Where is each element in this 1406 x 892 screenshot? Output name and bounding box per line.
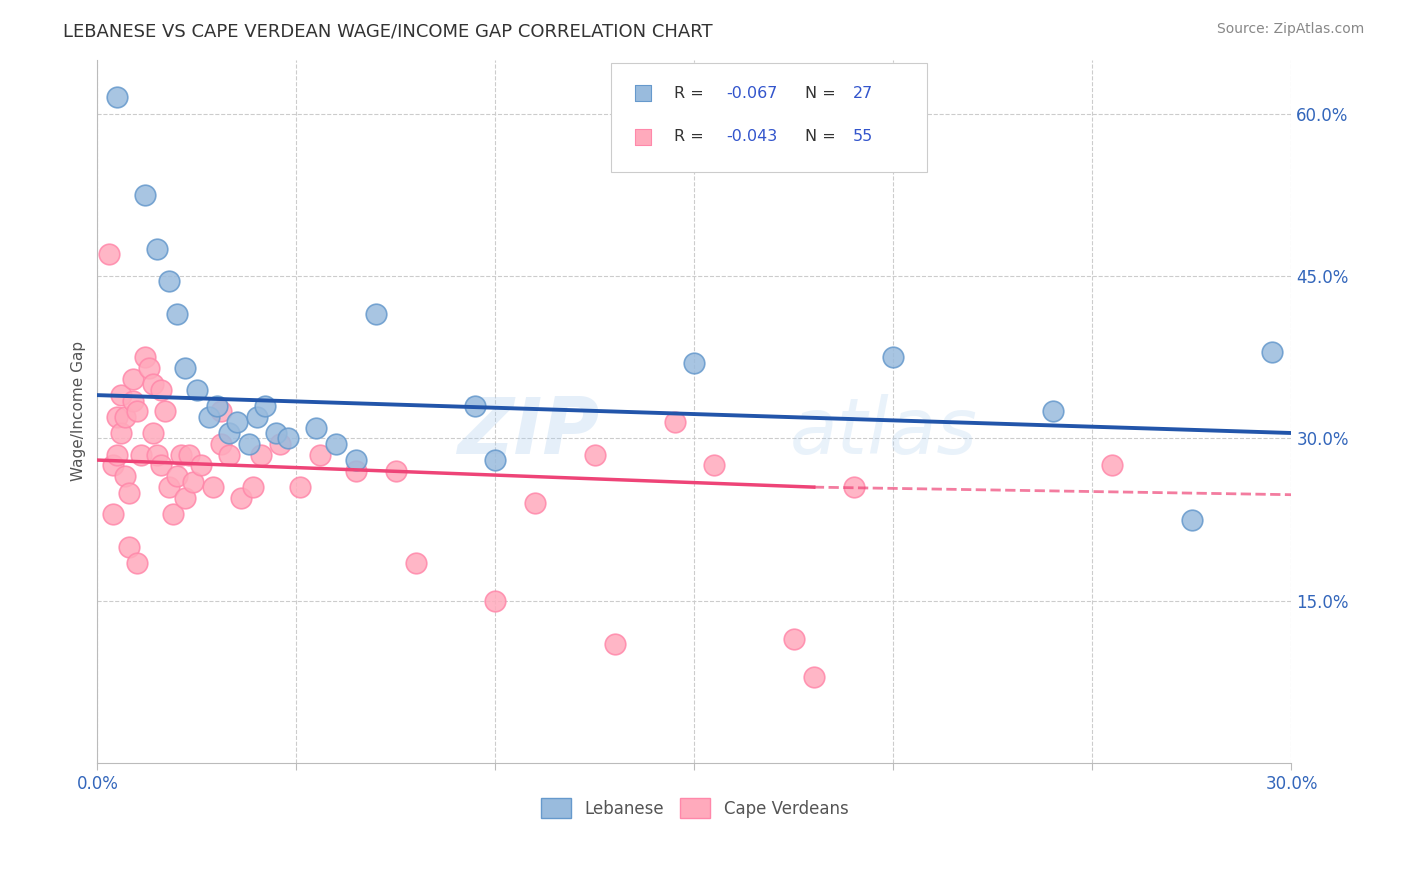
Point — [385, 464, 408, 478]
Point — [170, 448, 193, 462]
Point — [803, 669, 825, 683]
Text: 27: 27 — [853, 86, 873, 101]
Point — [309, 448, 332, 462]
Point — [266, 425, 288, 440]
Point — [138, 361, 160, 376]
Text: LEBANESE VS CAPE VERDEAN WAGE/INCOME GAP CORRELATION CHART: LEBANESE VS CAPE VERDEAN WAGE/INCOME GAP… — [63, 22, 713, 40]
Point — [344, 453, 367, 467]
Text: N =: N = — [806, 129, 841, 145]
Point — [110, 425, 132, 440]
Point — [249, 448, 271, 462]
FancyBboxPatch shape — [610, 63, 927, 172]
Point — [269, 437, 291, 451]
Point — [484, 594, 506, 608]
Point — [181, 475, 204, 489]
Point — [110, 388, 132, 402]
Text: Source: ZipAtlas.com: Source: ZipAtlas.com — [1216, 22, 1364, 37]
Point — [114, 469, 136, 483]
Point — [153, 404, 176, 418]
Point — [218, 448, 240, 462]
Point — [1260, 344, 1282, 359]
Point — [209, 404, 232, 418]
Point — [1181, 513, 1204, 527]
Point — [146, 242, 169, 256]
Point — [157, 275, 180, 289]
Point — [703, 458, 725, 473]
Point — [405, 556, 427, 570]
Point — [882, 351, 904, 365]
Point — [150, 458, 173, 473]
Text: atlas: atlas — [790, 394, 977, 470]
Point — [98, 247, 121, 261]
Point — [118, 485, 141, 500]
Point — [105, 448, 128, 462]
Y-axis label: Wage/Income Gap: Wage/Income Gap — [72, 342, 86, 482]
Point — [201, 480, 224, 494]
Point — [524, 496, 547, 510]
Point — [344, 464, 367, 478]
Point — [277, 432, 299, 446]
Point — [583, 448, 606, 462]
Point — [177, 448, 200, 462]
Point — [1101, 458, 1123, 473]
Text: R =: R = — [673, 129, 709, 145]
Text: 55: 55 — [853, 129, 873, 145]
Point — [166, 469, 188, 483]
Point — [150, 383, 173, 397]
Point — [205, 399, 228, 413]
Point — [683, 356, 706, 370]
Point — [122, 372, 145, 386]
Point — [1042, 404, 1064, 418]
Point — [484, 453, 506, 467]
Point — [105, 90, 128, 104]
Point — [174, 361, 197, 376]
Point — [783, 632, 806, 646]
Point — [134, 187, 156, 202]
Point — [238, 437, 260, 451]
Point — [842, 480, 865, 494]
Point — [209, 437, 232, 451]
Point — [218, 425, 240, 440]
Point — [325, 437, 347, 451]
Point — [122, 393, 145, 408]
Point — [134, 351, 156, 365]
Point — [603, 637, 626, 651]
Point — [127, 404, 149, 418]
Point — [142, 425, 165, 440]
Point — [464, 399, 486, 413]
Point — [162, 507, 184, 521]
Point — [245, 409, 267, 424]
Text: N =: N = — [806, 86, 841, 101]
Point — [142, 377, 165, 392]
Point — [127, 556, 149, 570]
Point — [198, 409, 221, 424]
Text: -0.067: -0.067 — [727, 86, 778, 101]
Text: ZIP: ZIP — [457, 394, 599, 470]
Text: -0.043: -0.043 — [727, 129, 778, 145]
Point — [305, 420, 328, 434]
Legend: Lebanese, Cape Verdeans: Lebanese, Cape Verdeans — [534, 791, 855, 825]
Point — [129, 448, 152, 462]
Text: R =: R = — [673, 86, 709, 101]
Point — [225, 415, 247, 429]
Point — [253, 399, 276, 413]
Point — [190, 458, 212, 473]
Point — [186, 383, 208, 397]
Point — [157, 480, 180, 494]
Point — [103, 507, 125, 521]
Point — [166, 307, 188, 321]
Point — [364, 307, 387, 321]
Point — [105, 409, 128, 424]
Point — [103, 458, 125, 473]
Point — [118, 540, 141, 554]
Point — [664, 415, 686, 429]
Point — [242, 480, 264, 494]
Point — [114, 409, 136, 424]
Point — [146, 448, 169, 462]
Point — [174, 491, 197, 505]
Point — [290, 480, 312, 494]
Point — [229, 491, 252, 505]
